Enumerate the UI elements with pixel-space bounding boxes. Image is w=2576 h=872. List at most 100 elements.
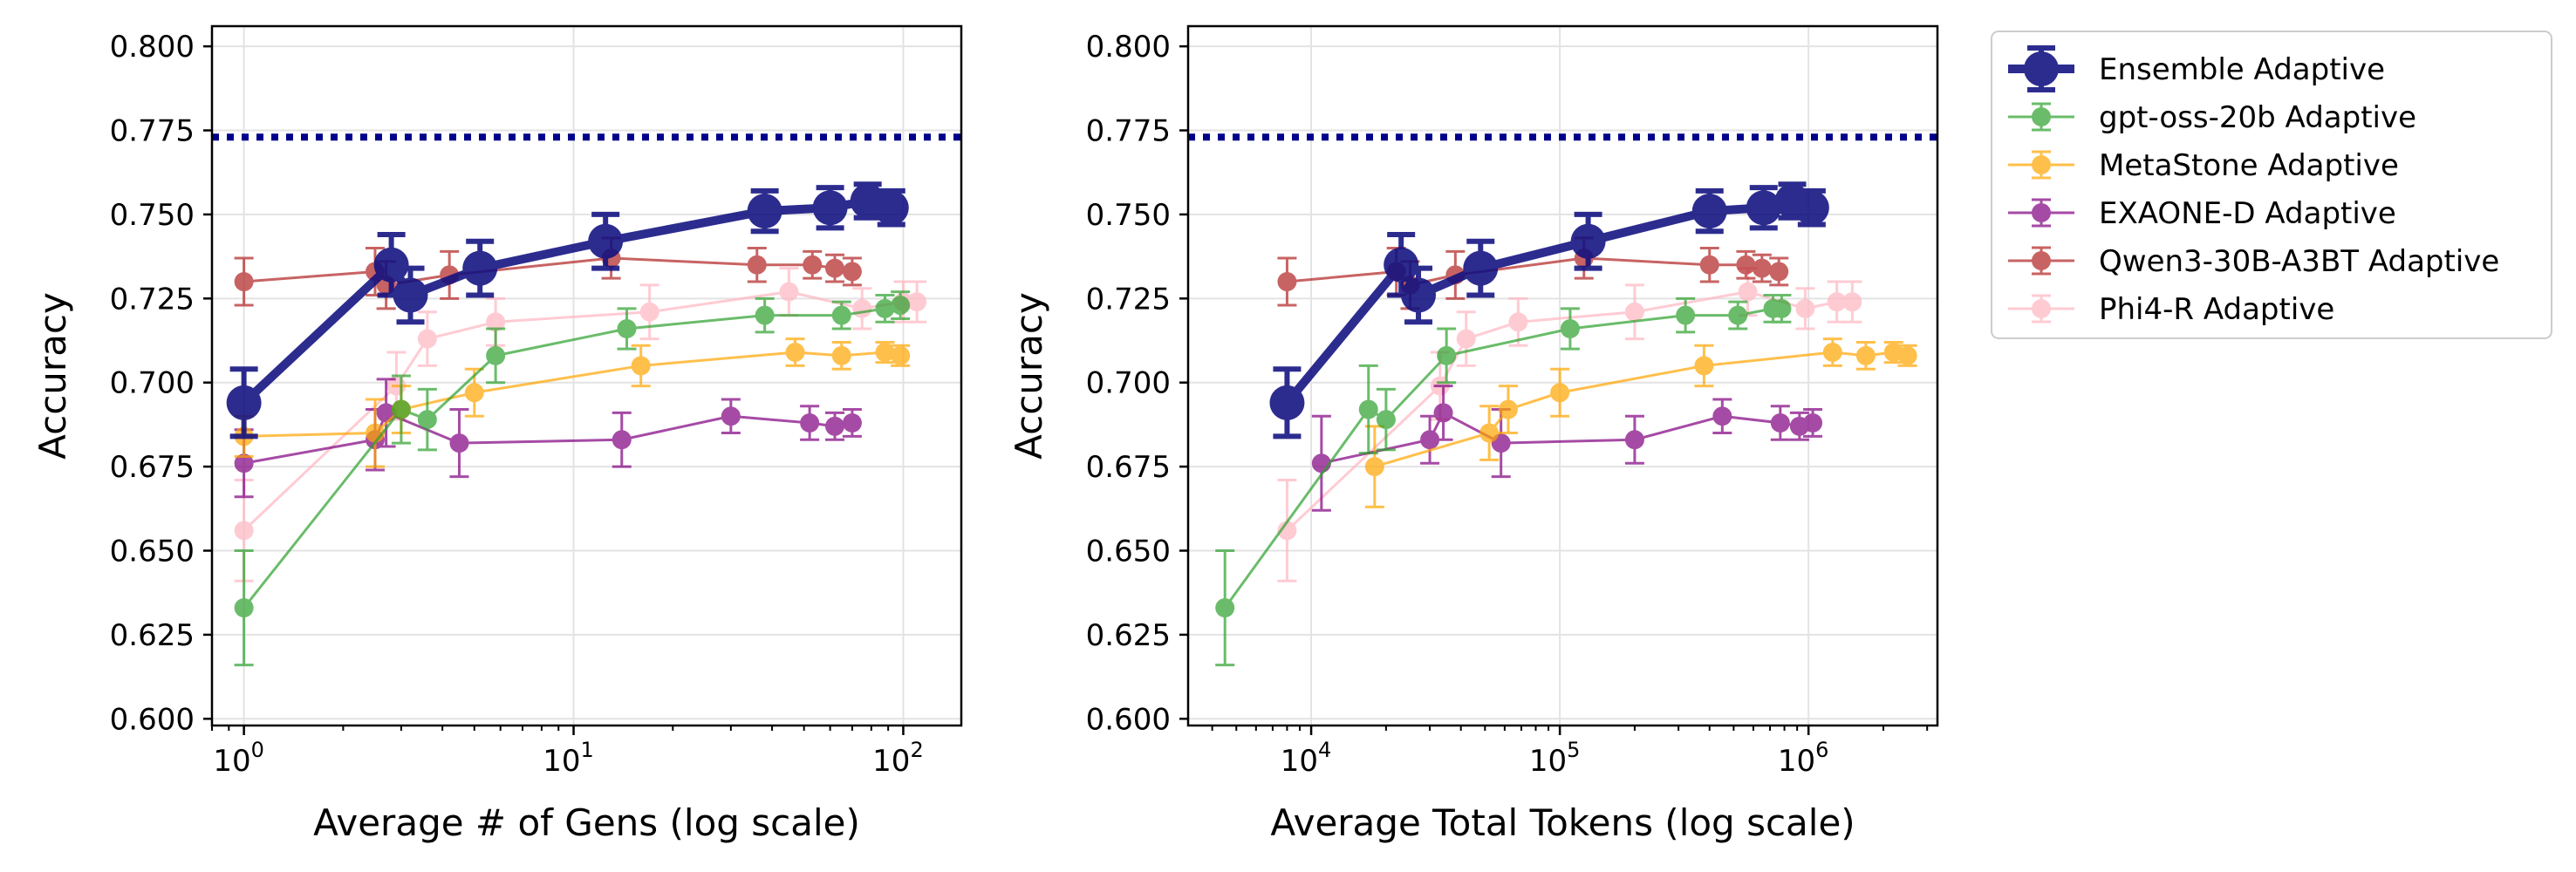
- legend-label-exaone: EXAONE-D Adaptive: [2099, 196, 2396, 231]
- data-point: [486, 345, 506, 365]
- y-tick-label: 0.775: [110, 114, 195, 149]
- data-point: [1463, 250, 1499, 286]
- legend-dot: [2032, 203, 2051, 222]
- series-gpt-oss-20b-adaptive: [234, 290, 911, 667]
- data-point: [1384, 247, 1419, 283]
- data-point: [393, 277, 428, 313]
- y-tick-label: 0.675: [1086, 450, 1171, 485]
- legend-label-metastone: MetaStone Adaptive: [2099, 148, 2399, 183]
- data-point: [1803, 412, 1823, 433]
- data-point: [842, 262, 862, 282]
- data-point: [1433, 403, 1453, 423]
- data-point: [1401, 277, 1437, 313]
- data-point: [1699, 255, 1719, 275]
- data-point: [391, 399, 411, 419]
- x-tick-label: 100: [213, 738, 264, 779]
- data-point: [1822, 343, 1842, 363]
- x-tick-label: 106: [1778, 738, 1829, 779]
- data-point: [226, 385, 262, 420]
- data-point: [824, 416, 844, 436]
- y-tick-label: 0.625: [1086, 618, 1171, 653]
- legend-frame: [1991, 31, 2552, 339]
- legend-label-phi4: Phi4-R Adaptive: [2099, 292, 2334, 327]
- legend-marker: [2008, 45, 2074, 92]
- data-point: [1215, 598, 1235, 618]
- data-point: [891, 296, 911, 316]
- x-tick-exponent: 0: [251, 738, 264, 762]
- data-point: [803, 255, 823, 275]
- data-point: [1624, 430, 1644, 450]
- legend-marker: [2008, 198, 2074, 228]
- legend-marker: [2008, 150, 2074, 180]
- data-point: [842, 412, 862, 433]
- x-tick-label: 102: [872, 738, 924, 779]
- data-point: [831, 345, 851, 365]
- data-point: [1498, 399, 1518, 419]
- data-point: [1691, 194, 1727, 229]
- y-tick-label: 0.800: [1086, 30, 1171, 65]
- series-line: [1374, 351, 1908, 468]
- legend-dot: [2032, 155, 2051, 174]
- data-point: [755, 305, 775, 325]
- y-tick-label: 0.775: [1086, 114, 1171, 149]
- data-point: [449, 433, 469, 453]
- series-gpt-oss-20b-adaptive: [1215, 293, 1792, 667]
- y-tick-label: 0.750: [1086, 198, 1171, 233]
- data-point: [785, 343, 805, 363]
- data-point: [462, 250, 498, 286]
- x-tick-exponent: 4: [1318, 738, 1331, 762]
- legend: Ensemble Adaptive gpt-oss-20b Adaptive M…: [1991, 31, 2552, 339]
- data-point: [1550, 383, 1570, 403]
- legend-marker: [2008, 102, 2074, 132]
- data-point: [831, 305, 851, 325]
- data-point: [907, 292, 927, 312]
- legend-label-qwen: Qwen3-30B-A3BT Adaptive: [2099, 244, 2499, 279]
- data-point: [1277, 272, 1297, 292]
- data-point: [1738, 282, 1758, 302]
- series-line: [243, 290, 918, 532]
- data-point: [612, 430, 632, 450]
- data-point: [824, 258, 844, 278]
- legend-entry-ensemble: Ensemble Adaptive: [2008, 45, 2385, 92]
- left-panel: 0.600 0.625 0.650 0.675 0.700 0.725 0.750 0.775…: [31, 24, 968, 844]
- legend-dot: [2032, 299, 2051, 318]
- data-point: [852, 298, 872, 318]
- data-point: [631, 356, 651, 376]
- x-axis-label: Average # of Gens (log scale): [313, 801, 860, 844]
- data-point: [875, 343, 895, 363]
- data-point: [1456, 329, 1476, 349]
- y-tick-label: 0.650: [110, 535, 195, 569]
- data-point: [486, 312, 506, 332]
- data-point: [1752, 258, 1772, 278]
- data-point: [234, 453, 254, 473]
- data-point: [1772, 298, 1792, 318]
- data-point: [1358, 399, 1378, 419]
- data-point: [1855, 345, 1876, 365]
- data-point: [1827, 292, 1847, 312]
- y-tick-label: 0.600: [110, 702, 195, 737]
- y-tick-label: 0.600: [1086, 702, 1171, 737]
- legend-entry-gpt-oss: gpt-oss-20b Adaptive: [2008, 100, 2416, 135]
- data-point: [373, 247, 409, 283]
- series-ensemble-adaptive: [1269, 181, 1829, 439]
- y-tick-label: 0.700: [110, 366, 195, 401]
- y-tick-label: 0.800: [110, 30, 195, 65]
- data-point: [1570, 223, 1606, 259]
- axes-frame: [210, 24, 963, 727]
- data-point: [417, 410, 437, 430]
- data-point: [417, 329, 437, 349]
- data-point: [464, 383, 484, 403]
- series-line: [243, 411, 853, 465]
- data-point: [721, 406, 741, 426]
- data-point: [812, 190, 848, 226]
- series-exaone-d-adaptive: [234, 378, 862, 499]
- x-tick-label: 101: [543, 738, 594, 779]
- axes-frame: [1186, 24, 1939, 727]
- data-point: [1676, 305, 1696, 325]
- data-point: [1624, 302, 1644, 322]
- y-tick-label: 0.725: [110, 282, 195, 317]
- y-tick-label: 0.750: [110, 198, 195, 233]
- y-axis-label: Accuracy: [31, 292, 74, 460]
- data-point: [1712, 406, 1732, 426]
